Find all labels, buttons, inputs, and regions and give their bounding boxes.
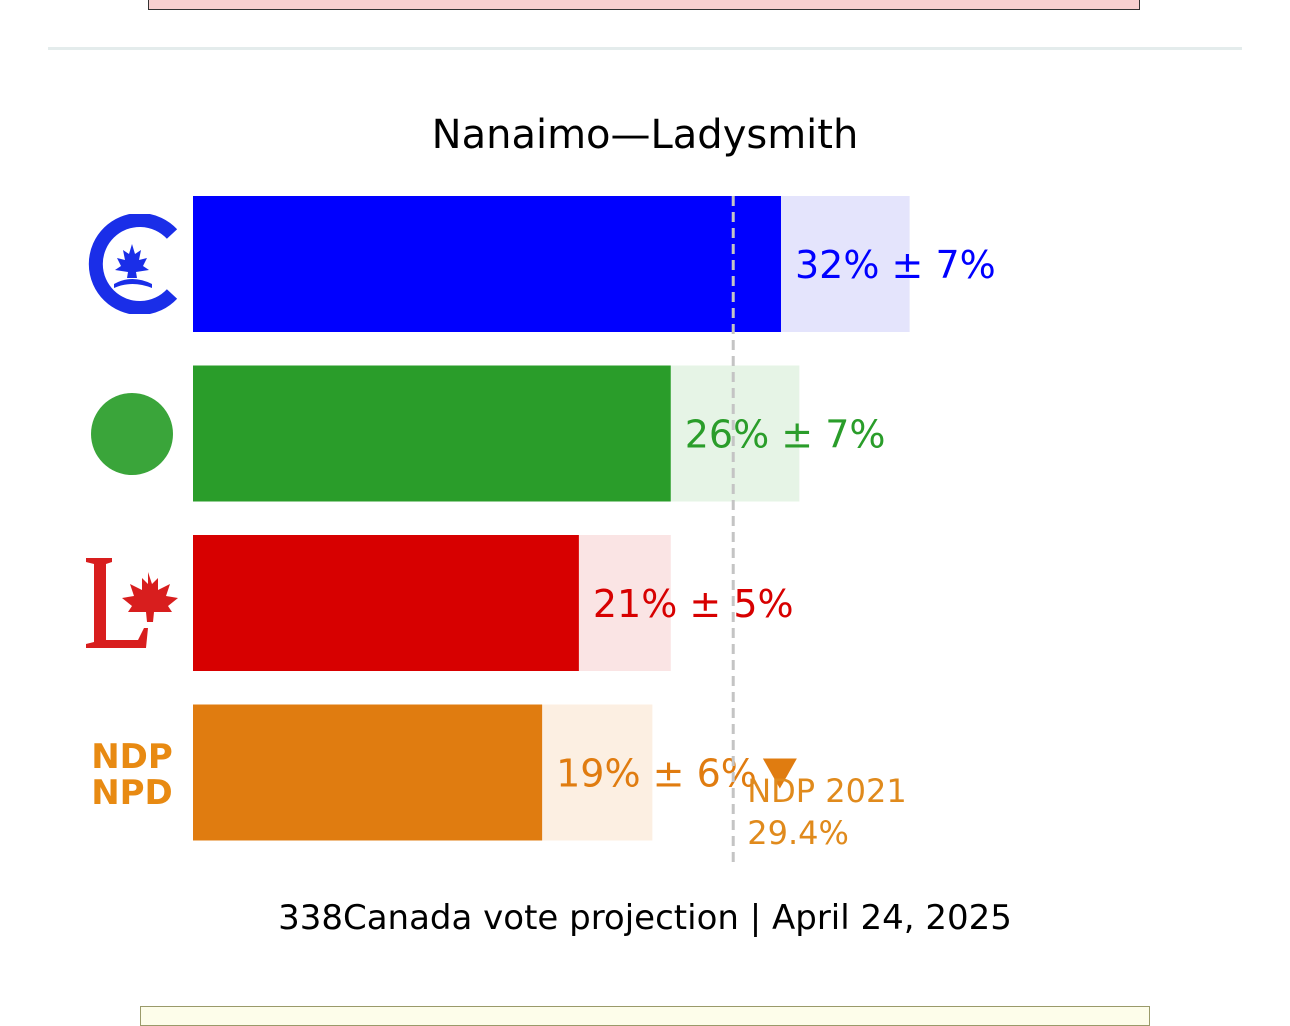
next-card-edge [140, 1006, 1150, 1026]
ndp-value-label: 19% ± 6% [556, 752, 757, 796]
ndp-trend-down-icon [762, 758, 797, 789]
section-divider [48, 47, 1242, 50]
previous-card-edge [148, 0, 1140, 10]
ndp-logo-icon: NDP NPD [91, 737, 173, 812]
conservative-bar [193, 196, 781, 332]
green-value-label: 26% ± 7% [685, 413, 886, 457]
svg-text:NPD: NPD [91, 773, 173, 812]
svg-text:NDP: NDP [91, 737, 173, 777]
reference-label-line1: NDP 2021 [747, 772, 906, 810]
green-logo-icon [91, 393, 173, 475]
reference-label-line2: 29.4% [747, 814, 849, 852]
chart-title: Nanaimo—Ladysmith [431, 112, 859, 158]
green-bar [193, 365, 671, 502]
conservative-value-label: 32% ± 7% [795, 243, 996, 287]
ndp-bar [193, 704, 543, 841]
liberal-logo-icon [86, 558, 178, 648]
liberal-value-label: 21% ± 5% [593, 582, 794, 626]
chart-footer: 338Canada vote projection | April 24, 20… [278, 898, 1012, 938]
conservative-logo-icon [88, 214, 178, 314]
liberal-bar [193, 535, 579, 671]
